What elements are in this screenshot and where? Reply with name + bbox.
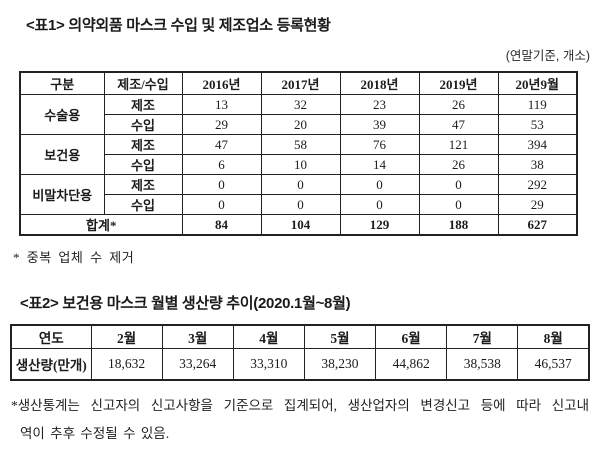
table2-footnote-line2: 역이 추후 수정될 수 있음. <box>20 426 170 441</box>
table1-category-cell: 보건용 <box>19 134 105 175</box>
table2-value-cell: 38,230 <box>303 348 377 381</box>
table1-total-value: 129 <box>339 214 420 236</box>
table1-total-value: 104 <box>260 214 341 236</box>
table1-value-cell: 0 <box>339 174 420 195</box>
table1-value-cell: 119 <box>497 94 578 115</box>
table2-value-cell: 33,264 <box>161 348 234 381</box>
table1-value-cell: 292 <box>497 174 578 195</box>
table-row: 수입 0 0 0 0 29 <box>20 194 578 215</box>
table1-value-cell: 26 <box>418 154 499 175</box>
table1-rowlabel-cell: 제조 <box>103 94 183 115</box>
table1-value-cell: 0 <box>181 174 262 195</box>
table1-rowlabel-cell: 제조 <box>103 174 183 195</box>
table1-col-header: 2016년 <box>181 71 262 95</box>
table1-total-value: 84 <box>181 214 262 236</box>
table2-footnote: *생산통계는 신고자의 신고사항을 기준으로 집계되어, 생산업자의 변경신고 … <box>11 392 589 448</box>
table1-value-cell: 53 <box>497 114 578 135</box>
table2-col-header: 7월 <box>446 324 519 349</box>
table1-rowlabel-cell: 제조 <box>103 134 183 155</box>
table-row: 비말차단용 제조 0 0 0 0 292 <box>19 174 578 215</box>
table1-value-cell: 29 <box>181 114 262 135</box>
table1-value-cell: 76 <box>339 134 420 155</box>
table1-total-label: 합계* <box>19 214 183 236</box>
table1-value-cell: 58 <box>260 134 341 155</box>
table2-header-row: 연도 2월 3월 4월 5월 6월 7월 8월 <box>10 324 590 349</box>
table1-value-cell: 13 <box>181 94 262 115</box>
table1-value-cell: 0 <box>181 194 262 215</box>
table1-rowlabel-cell: 수입 <box>103 154 183 175</box>
table1-rowlabel-cell: 수입 <box>103 114 183 135</box>
table2-rowlabel-cell: 생산량(만개) <box>10 348 92 381</box>
table1-col-header: 2019년 <box>418 71 499 95</box>
table1-value-cell: 23 <box>339 94 420 115</box>
table1-total-row: 합계* 84 104 129 188 627 <box>19 214 578 236</box>
table1-col-header: 20년9월 <box>497 71 578 95</box>
table1-title: <표1> 의약외품 마스크 수입 및 제조업소 등록현황 <box>26 17 331 34</box>
table2-value-cell: 33,310 <box>232 348 305 381</box>
table-row: 수술용 제조 13 32 23 26 119 <box>19 94 578 135</box>
table2-value-cell: 46,537 <box>517 348 590 381</box>
table1-value-cell: 10 <box>260 154 341 175</box>
table1-value-cell: 47 <box>181 134 262 155</box>
table2-footnote-line1: *생산통계는 신고자의 신고사항을 기준으로 집계되어, 생산업자의 변경신고 … <box>11 398 589 413</box>
table-row: 수입 29 20 39 47 53 <box>20 114 578 135</box>
table1-col-header: 2018년 <box>339 71 420 95</box>
table1-unit-note: (연말기준, 개소) <box>505 49 590 63</box>
table1-col-header: 2017년 <box>260 71 341 95</box>
table1-col-header: 제조/수입 <box>103 71 183 95</box>
table2-value-cell: 44,862 <box>375 348 448 381</box>
table-row: 수입 6 10 14 26 38 <box>20 154 578 175</box>
table1-value-cell: 32 <box>260 94 341 115</box>
table2-value-cell: 18,632 <box>90 348 163 381</box>
table1-value-cell: 121 <box>418 134 499 155</box>
table1-col-header: 구분 <box>19 71 105 95</box>
table-row: 보건용 제조 47 58 76 121 394 <box>19 134 578 175</box>
table1-value-cell: 0 <box>260 174 341 195</box>
table1-value-cell: 47 <box>418 114 499 135</box>
table1-value-cell: 6 <box>181 154 262 175</box>
table1-value-cell: 0 <box>339 194 420 215</box>
table1-value-cell: 394 <box>497 134 578 155</box>
table2: 연도 2월 3월 4월 5월 6월 7월 8월 생산량(만개) 18,632 3… <box>10 324 590 381</box>
table1-total-value: 188 <box>418 214 499 236</box>
table2-col-header: 4월 <box>232 324 305 349</box>
table2-data-row: 생산량(만개) 18,632 33,264 33,310 38,230 44,8… <box>10 348 590 381</box>
table1-value-cell: 20 <box>260 114 341 135</box>
table2-col-header: 3월 <box>161 324 234 349</box>
table1-rowlabel-cell: 수입 <box>103 194 183 215</box>
table2-value-cell: 38,538 <box>446 348 519 381</box>
table2-col-header: 2월 <box>90 324 163 349</box>
table1-value-cell: 26 <box>418 94 499 115</box>
table1-value-cell: 39 <box>339 114 420 135</box>
table1-value-cell: 0 <box>418 174 499 195</box>
table1-total-value: 627 <box>497 214 578 236</box>
table1-category-cell: 비말차단용 <box>19 174 105 215</box>
table2-col-header: 5월 <box>303 324 377 349</box>
table1-category-cell: 수술용 <box>19 94 105 135</box>
table2-col-header: 8월 <box>517 324 590 349</box>
table1-value-cell: 0 <box>418 194 499 215</box>
table1-value-cell: 14 <box>339 154 420 175</box>
table1-footnote: * 중복 업체 수 제거 <box>13 250 135 265</box>
table1-value-cell: 0 <box>260 194 341 215</box>
table1: 구분 제조/수입 2016년 2017년 2018년 2019년 20년9월 수… <box>19 71 578 236</box>
table2-col-header: 연도 <box>10 324 92 349</box>
table1-value-cell: 38 <box>497 154 578 175</box>
table2-col-header: 6월 <box>375 324 448 349</box>
table1-value-cell: 29 <box>497 194 578 215</box>
table2-title: <표2> 보건용 마스크 월별 생산량 추이(2020.1월~8월) <box>20 295 351 312</box>
table1-header-row: 구분 제조/수입 2016년 2017년 2018년 2019년 20년9월 <box>19 71 578 95</box>
